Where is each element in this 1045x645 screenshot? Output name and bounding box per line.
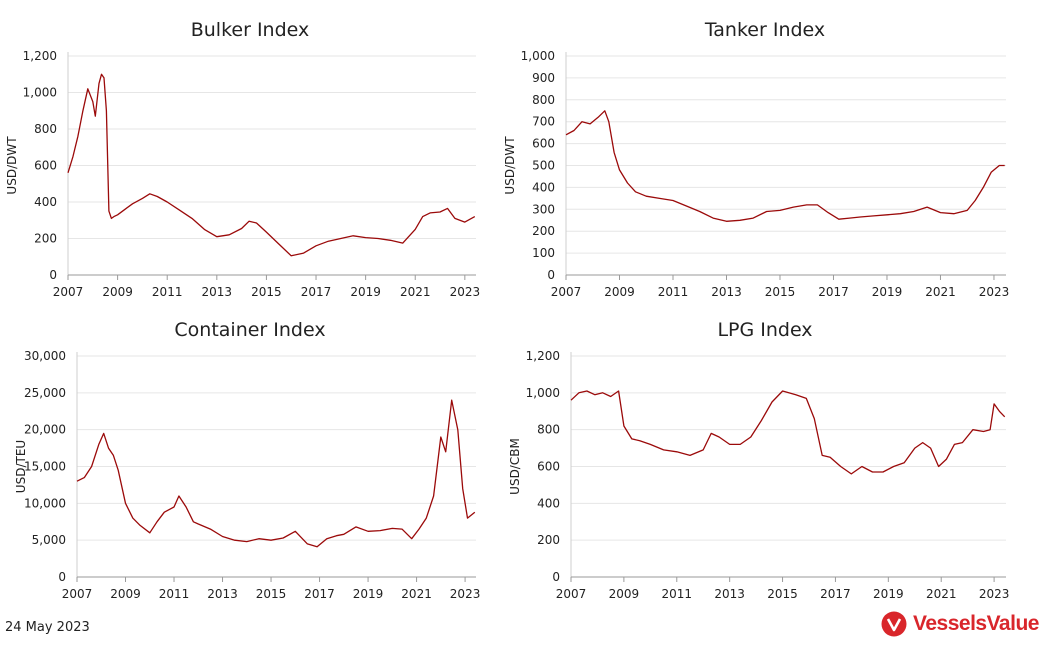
y-tick-label: 100 [532, 246, 555, 260]
y-tick-label: 0 [49, 268, 57, 282]
x-tick-label: 2011 [662, 587, 693, 601]
x-tick-label: 2017 [820, 587, 851, 601]
y-axis-label: USD/CBM [508, 438, 522, 495]
x-tick-label: 2007 [551, 285, 582, 299]
y-tick-label: 10,000 [24, 496, 66, 510]
y-tick-label: 200 [532, 224, 555, 238]
x-tick-label: 2013 [711, 285, 742, 299]
x-tick-label: 2017 [818, 285, 849, 299]
y-tick-label: 25,000 [24, 386, 66, 400]
x-tick-label: 2023 [450, 587, 481, 601]
x-tick-label: 2011 [658, 285, 689, 299]
report-date: 24 May 2023 [5, 620, 90, 635]
x-tick-label: 2007 [556, 587, 587, 601]
x-tick-label: 2017 [304, 587, 335, 601]
x-tick-label: 2017 [301, 285, 332, 299]
chart-panel-1: Bulker Index 0 200 400 600 800 1,000 1,200 2007 2… [5, 19, 480, 299]
x-tick-label: 2019 [353, 587, 384, 601]
chart-panel-2: Tanker Index 0 100 200 300 400 500 600 700 800 900… [503, 19, 1009, 299]
y-tick-label: 700 [532, 115, 555, 129]
y-tick-label: 0 [552, 570, 560, 584]
y-tick-label: 1,000 [23, 86, 57, 100]
x-tick-label: 2013 [202, 285, 233, 299]
x-tick-label: 2015 [765, 285, 796, 299]
y-tick-label: 500 [532, 159, 555, 173]
brand-logo: VesselsValue [881, 609, 1039, 639]
x-tick-label: 2011 [159, 587, 190, 601]
x-tick-label: 2023 [450, 285, 481, 299]
x-tick-label: 2019 [350, 285, 381, 299]
y-tick-label: 20,000 [24, 423, 66, 437]
x-tick-label: 2015 [256, 587, 287, 601]
x-tick-label: 2009 [609, 587, 640, 601]
y-tick-label: 400 [537, 496, 560, 510]
x-tick-label: 2019 [873, 587, 904, 601]
y-tick-label: 0 [547, 268, 555, 282]
y-tick-label: 400 [34, 195, 57, 209]
series-line [565, 110, 1005, 222]
y-tick-label: 300 [532, 202, 555, 216]
x-tick-label: 2023 [979, 285, 1010, 299]
y-axis-label: USD/DWT [5, 136, 19, 195]
x-tick-label: 2009 [604, 285, 635, 299]
x-tick-label: 2009 [110, 587, 141, 601]
y-tick-label: 200 [537, 533, 560, 547]
y-tick-label: 5,000 [32, 533, 66, 547]
x-tick-label: 2021 [925, 285, 956, 299]
x-tick-label: 2015 [767, 587, 798, 601]
y-tick-label: 800 [34, 122, 57, 136]
series-line [570, 390, 1006, 475]
vesselsvalue-logo-icon [881, 611, 907, 637]
y-tick-label: 1,200 [23, 49, 57, 63]
y-tick-label: 200 [34, 232, 57, 246]
y-axis-label: USD/TEU [14, 440, 28, 493]
y-tick-label: 800 [537, 423, 560, 437]
y-axis-label: USD/DWT [503, 136, 517, 195]
chart-title: Tanker Index [704, 19, 825, 41]
x-tick-label: 2009 [102, 285, 133, 299]
chart-panel-4: LPG Index 0 200 400 600 800 1,000 1,200 2007 2009… [508, 319, 1009, 601]
y-tick-label: 800 [532, 93, 555, 107]
x-tick-label: 2015 [251, 285, 282, 299]
x-tick-label: 2019 [872, 285, 903, 299]
x-tick-label: 2021 [401, 587, 432, 601]
x-tick-label: 2007 [53, 285, 84, 299]
y-tick-label: 600 [532, 137, 555, 151]
x-tick-label: 2023 [979, 587, 1010, 601]
chart-title: Bulker Index [191, 19, 310, 41]
y-tick-label: 1,000 [521, 49, 555, 63]
y-tick-label: 600 [537, 460, 560, 474]
x-tick-label: 2011 [152, 285, 183, 299]
y-tick-label: 15,000 [24, 460, 66, 474]
y-tick-label: 0 [58, 570, 66, 584]
y-tick-label: 400 [532, 180, 555, 194]
x-tick-label: 2013 [714, 587, 745, 601]
y-tick-label: 30,000 [24, 349, 66, 363]
x-tick-label: 2007 [62, 587, 93, 601]
y-tick-label: 900 [532, 71, 555, 85]
chart-title: LPG Index [717, 319, 812, 341]
brand-name: VesselsValue [913, 612, 1039, 635]
x-tick-label: 2021 [926, 587, 957, 601]
series-line [67, 73, 476, 257]
chart-panel-3: Container Index 0 5,000 10,000 15,000 20,000 2… [14, 319, 480, 601]
x-tick-label: 2013 [207, 587, 238, 601]
y-tick-label: 1,200 [526, 349, 560, 363]
chart-title: Container Index [174, 319, 325, 341]
y-tick-label: 600 [34, 159, 57, 173]
x-tick-label: 2021 [400, 285, 431, 299]
series-line [76, 399, 476, 548]
y-tick-label: 1,000 [526, 386, 560, 400]
